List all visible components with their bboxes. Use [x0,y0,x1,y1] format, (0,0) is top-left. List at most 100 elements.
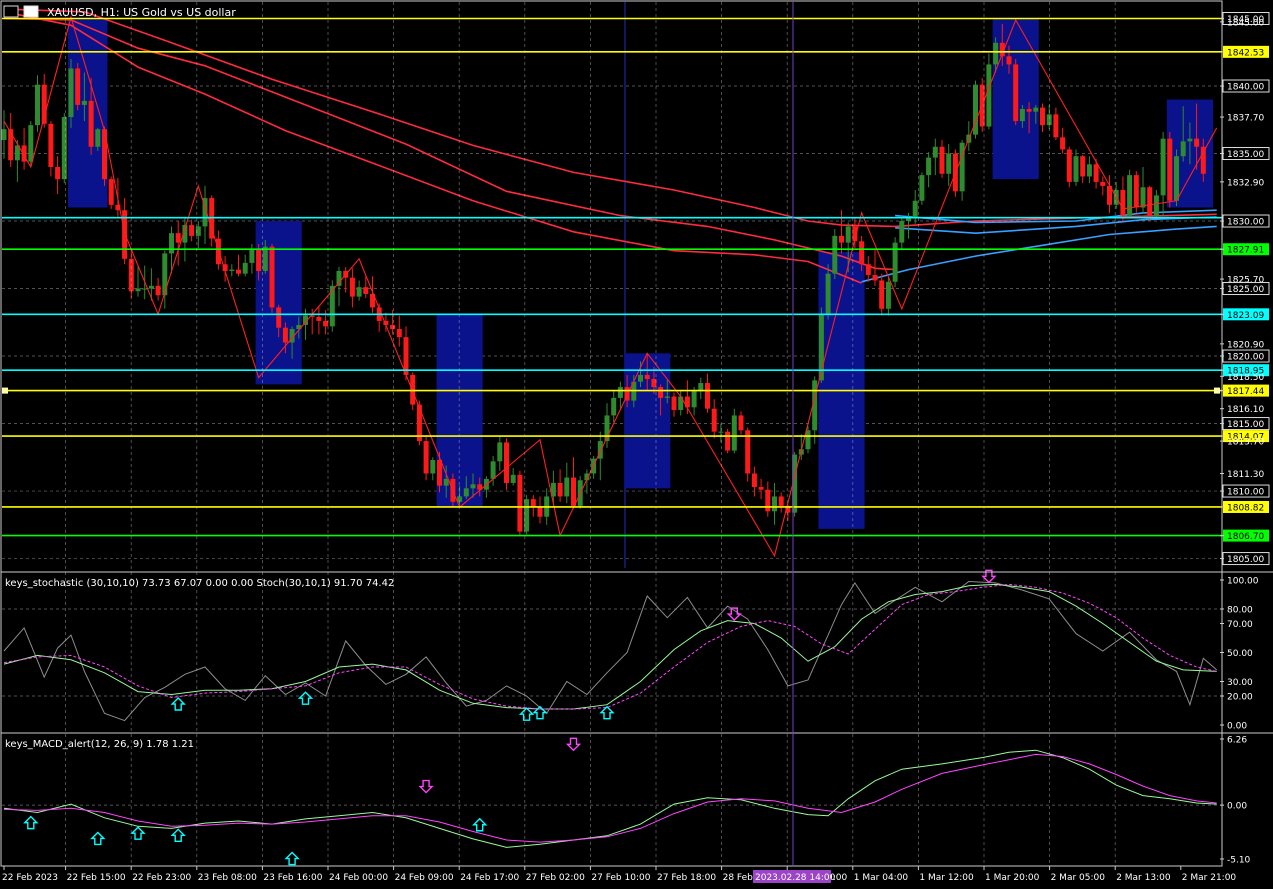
candle[interactable] [705,373,710,413]
candle[interactable] [691,387,697,416]
candle[interactable] [14,140,20,182]
candle[interactable] [75,63,81,111]
candle[interactable] [202,185,208,244]
candle[interactable] [993,37,999,73]
candle[interactable] [1019,104,1025,128]
candle[interactable] [872,249,878,286]
candle[interactable] [256,243,262,281]
candle[interactable] [772,482,777,525]
macd-pane[interactable] [2,737,1222,866]
candle[interactable] [195,221,201,249]
candle[interactable] [504,438,509,490]
candle[interactable] [497,437,503,471]
candle[interactable] [832,229,838,280]
candle[interactable] [597,431,603,481]
candle[interactable] [296,316,302,339]
candle[interactable] [182,218,188,262]
candle[interactable] [349,268,355,308]
candle[interactable] [879,273,885,316]
line-handle[interactable] [1214,387,1220,394]
candle[interactable] [309,308,315,335]
candle[interactable] [135,266,141,297]
price-pane[interactable] [1,2,1223,568]
candle[interactable] [316,306,322,335]
candle[interactable] [1046,104,1052,130]
candle[interactable] [852,218,858,249]
candle[interactable] [1013,59,1019,126]
candle[interactable] [537,496,543,524]
candle[interactable] [430,457,436,481]
candle[interactable] [242,254,248,277]
candle[interactable] [765,481,771,517]
candle[interactable] [148,268,154,301]
candle[interactable] [35,75,40,132]
candle[interactable] [738,411,744,435]
candle[interactable] [1160,131,1166,216]
candle[interactable] [443,465,449,498]
candle[interactable] [1200,138,1206,182]
line-handle[interactable] [2,387,8,394]
candle[interactable] [751,466,757,497]
candle[interactable] [289,326,295,359]
candle[interactable] [396,315,402,347]
candle[interactable] [758,478,764,500]
candle[interactable] [1194,103,1200,170]
candle[interactable] [1,110,7,159]
candle[interactable] [825,264,831,320]
candle[interactable] [885,277,891,316]
candle[interactable] [61,113,67,184]
candle[interactable] [470,473,476,498]
candle[interactable] [229,264,235,277]
candle[interactable] [711,399,717,439]
candle[interactable] [1187,122,1193,165]
candle[interactable] [524,495,530,535]
candle[interactable] [1066,146,1072,188]
candle[interactable] [698,377,704,400]
candle[interactable] [356,280,362,301]
candle[interactable] [1060,127,1066,154]
candle[interactable] [383,312,389,332]
candle[interactable] [973,80,978,139]
candle[interactable] [169,226,174,274]
candle[interactable] [919,172,925,205]
candle[interactable] [8,113,14,168]
candle[interactable] [282,322,288,354]
candle[interactable] [731,408,737,454]
candle[interactable] [336,266,342,307]
candle[interactable] [617,381,623,409]
candle[interactable] [959,140,965,201]
candle[interactable] [189,219,195,242]
candle[interactable] [718,423,724,443]
candle[interactable] [571,457,576,509]
candle[interactable] [423,437,429,481]
candle[interactable] [584,469,590,494]
candle[interactable] [95,127,101,151]
candle[interactable] [792,451,798,517]
candle[interactable] [865,256,871,282]
candle[interactable] [21,127,27,170]
stochastic-pane[interactable] [2,569,1222,722]
candle[interactable] [329,280,335,332]
candle[interactable] [1080,154,1086,184]
candle[interactable] [276,304,282,338]
candle[interactable] [1107,175,1112,213]
candle[interactable] [363,276,369,298]
candle[interactable] [262,239,268,274]
candle[interactable] [1174,149,1179,207]
candle[interactable] [892,237,898,288]
candle[interactable] [805,426,811,454]
candle[interactable] [1127,169,1133,219]
candle[interactable] [986,53,992,130]
candle[interactable] [269,243,275,313]
candle[interactable] [517,470,523,536]
candle[interactable] [1073,149,1079,186]
candle[interactable] [1093,158,1099,189]
candle[interactable] [671,392,677,417]
candle[interactable] [1180,106,1186,162]
candle[interactable] [946,144,952,186]
candle[interactable] [162,250,168,309]
candle[interactable] [564,462,570,504]
candle[interactable] [1006,45,1012,74]
candle[interactable] [102,126,107,186]
